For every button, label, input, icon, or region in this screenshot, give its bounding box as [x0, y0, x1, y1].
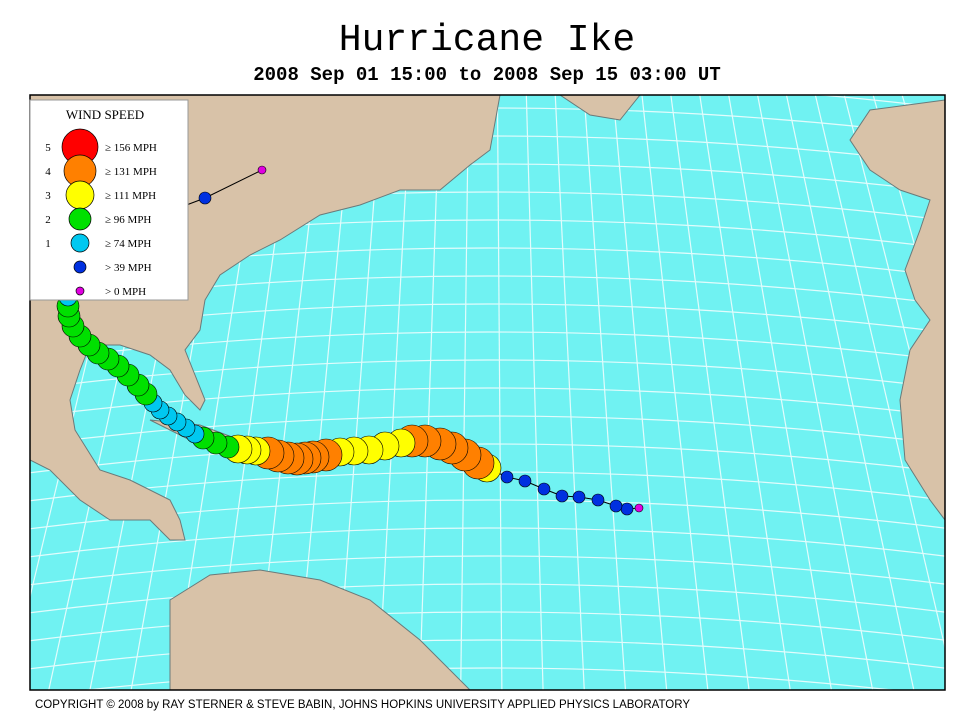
meridian: [554, 95, 585, 690]
legend-label: ≥ 96 MPH: [105, 214, 151, 226]
track-point: [198, 191, 212, 205]
subtitle: 2008 Sep 01 15:00 to 2008 Sep 15 03:00 U…: [253, 64, 720, 86]
meridian: [670, 95, 750, 690]
meridian: [814, 95, 945, 650]
legend-marker: [70, 233, 90, 253]
legend-marker: [68, 207, 92, 231]
parallel: [30, 611, 945, 642]
meridian: [496, 95, 503, 690]
meridian: [612, 95, 668, 690]
map-area: [30, 95, 945, 690]
track-point: [555, 489, 569, 503]
legend-label: ≥ 156 MPH: [105, 142, 157, 154]
parallel: [30, 527, 945, 558]
track-point: [620, 502, 634, 516]
legend-category: 3: [45, 190, 51, 202]
meridian: [641, 95, 709, 690]
europe-africa: [849, 99, 945, 521]
parallel: [30, 555, 945, 586]
track-point: [609, 499, 623, 513]
legend-label: > 0 MPH: [105, 286, 146, 298]
meridian: [583, 95, 627, 690]
track-point: [537, 482, 551, 496]
track-point: [634, 503, 644, 513]
legend-category: 4: [45, 166, 51, 178]
legend-box: [29, 99, 189, 301]
meridian: [460, 95, 470, 690]
meridian: [785, 95, 915, 690]
parallel: [30, 639, 945, 670]
legend-category: 1: [45, 238, 51, 250]
parallel: [30, 443, 945, 474]
legend-label: > 39 MPH: [105, 262, 152, 274]
parallel: [30, 359, 945, 390]
legend-marker: [75, 286, 85, 296]
track-point: [591, 493, 605, 507]
legend-label: ≥ 74 MPH: [105, 238, 151, 250]
title: Hurricane Ike: [339, 19, 635, 62]
meridian: [525, 95, 544, 690]
meridian: [728, 95, 833, 690]
legend-title: WIND SPEED: [66, 107, 144, 122]
legend-category: 5: [45, 142, 51, 154]
legend-label: ≥ 111 MPH: [105, 190, 156, 202]
greenland-tip: [559, 95, 641, 121]
parallel: [30, 583, 945, 614]
legend-label: ≥ 131 MPH: [105, 166, 157, 178]
legend-marker: [73, 260, 87, 274]
legend-marker: [65, 180, 95, 210]
meridian: [377, 95, 412, 690]
track-point: [572, 490, 586, 504]
meridian: [756, 95, 874, 690]
meridian: [418, 95, 441, 690]
south-america: [169, 569, 471, 690]
parallel: [81, 667, 898, 690]
legend: WIND SPEED 5 ≥ 156 MPH 4 ≥ 131 MPH 3 ≥ 111 MP…: [29, 99, 189, 301]
track-point: [500, 470, 514, 484]
map-frame: [29, 94, 946, 691]
legend-category: 2: [45, 214, 51, 226]
meridian: [872, 95, 945, 358]
track-point: [257, 165, 267, 175]
track-point: [518, 474, 532, 488]
meridian: [699, 95, 791, 690]
copyright: COPYRIGHT © 2008 by RAY STERNER & STEVE …: [35, 699, 690, 711]
